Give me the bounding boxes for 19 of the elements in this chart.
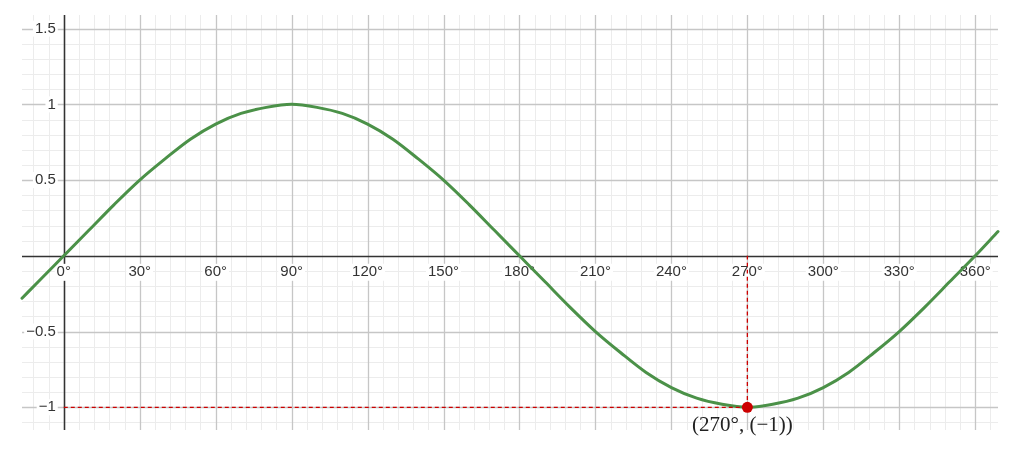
y-tick-label: 1.5 xyxy=(34,18,56,36)
x-tick-label: 0° xyxy=(56,262,71,280)
x-tick-label: 30° xyxy=(128,262,152,280)
annotation: (270°, (−1)) xyxy=(691,412,793,437)
x-tick-label: 150° xyxy=(428,262,460,280)
x-tick-label: 330° xyxy=(883,262,915,280)
x-tick-label: 300° xyxy=(807,262,839,280)
y-tick-label: −1 xyxy=(38,397,56,415)
x-tick-label: 240° xyxy=(655,262,687,280)
y-tick-label: −0.5 xyxy=(26,321,56,339)
x-tick-label: 180° xyxy=(503,262,536,280)
x-tick-label: 60° xyxy=(204,262,228,280)
x-tick-label: 360° xyxy=(959,262,991,280)
x-tick-label: 210° xyxy=(579,262,611,280)
y-tick-label: 0.5 xyxy=(34,170,56,188)
x-tick-label: 120° xyxy=(352,262,384,280)
y-tick-label: 1 xyxy=(47,94,56,112)
x-tick-label: 270° xyxy=(731,262,763,280)
x-tick-label: 90° xyxy=(280,262,303,280)
